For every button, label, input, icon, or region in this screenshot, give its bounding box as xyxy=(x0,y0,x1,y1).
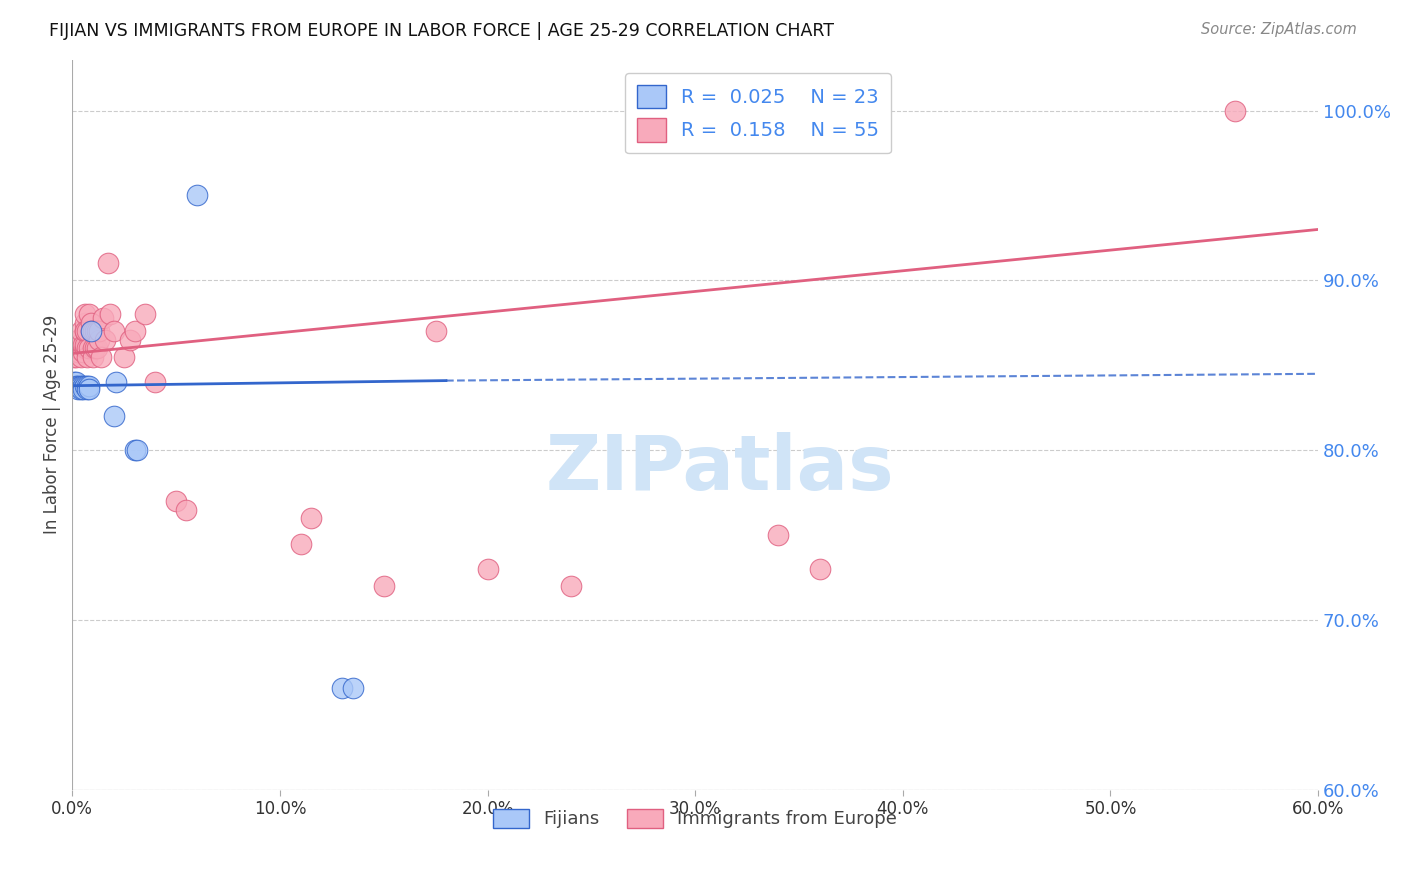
Point xyxy=(330,681,353,695)
Point xyxy=(77,382,100,396)
Point xyxy=(67,382,90,396)
Legend: Fijians, Immigrants from Europe: Fijians, Immigrants from Europe xyxy=(486,802,904,836)
Point xyxy=(89,324,111,338)
Text: FIJIAN VS IMMIGRANTS FROM EUROPE IN LABOR FORCE | AGE 25-29 CORRELATION CHART: FIJIAN VS IMMIGRANTS FROM EUROPE IN LABO… xyxy=(49,22,834,40)
Point xyxy=(72,378,94,392)
Point xyxy=(69,378,91,392)
Point xyxy=(77,307,100,321)
Point xyxy=(65,378,87,392)
Point xyxy=(76,342,98,356)
Point xyxy=(86,324,108,338)
Point xyxy=(124,443,146,458)
Point xyxy=(112,350,135,364)
Point xyxy=(76,350,98,364)
Point xyxy=(290,536,312,550)
Point xyxy=(69,350,91,364)
Point xyxy=(65,350,87,364)
Point xyxy=(299,511,322,525)
Point xyxy=(477,562,499,576)
Text: ZIPatlas: ZIPatlas xyxy=(546,432,894,506)
Point xyxy=(65,342,87,356)
Point xyxy=(94,333,117,347)
Point xyxy=(82,350,104,364)
Point xyxy=(84,342,107,356)
Point xyxy=(73,338,96,352)
Point xyxy=(808,562,831,576)
Point xyxy=(90,350,112,364)
Point xyxy=(82,324,104,338)
Point xyxy=(67,380,90,394)
Point xyxy=(67,378,90,392)
Point xyxy=(176,502,198,516)
Point xyxy=(63,350,86,364)
Point xyxy=(82,342,104,356)
Point xyxy=(103,324,125,338)
Text: Source: ZipAtlas.com: Source: ZipAtlas.com xyxy=(1201,22,1357,37)
Point xyxy=(80,324,103,338)
Point xyxy=(73,316,96,330)
Point xyxy=(125,443,148,458)
Point xyxy=(186,188,208,202)
Point xyxy=(98,307,121,321)
Point xyxy=(76,382,98,396)
Point xyxy=(89,333,111,347)
Point xyxy=(72,382,94,396)
Point xyxy=(165,494,187,508)
Point xyxy=(67,338,90,352)
Point xyxy=(373,579,395,593)
Point xyxy=(73,342,96,356)
Point xyxy=(73,324,96,338)
Point xyxy=(73,324,96,338)
Point xyxy=(77,342,100,356)
Point xyxy=(560,579,582,593)
Point xyxy=(143,376,166,390)
Point xyxy=(73,378,96,392)
Point xyxy=(65,376,87,390)
Point xyxy=(72,338,94,352)
Point xyxy=(80,324,103,338)
Point xyxy=(76,324,98,338)
Point xyxy=(425,324,447,338)
Point xyxy=(67,333,90,347)
Point xyxy=(77,378,100,392)
Point xyxy=(1223,103,1246,118)
Point xyxy=(342,681,364,695)
Point xyxy=(67,344,90,359)
Point xyxy=(120,333,142,347)
Point xyxy=(86,342,108,356)
Point xyxy=(103,409,125,424)
Point xyxy=(84,324,107,338)
Point xyxy=(69,324,91,338)
Y-axis label: In Labor Force | Age 25-29: In Labor Force | Age 25-29 xyxy=(44,315,60,534)
Point xyxy=(93,310,115,325)
Point xyxy=(768,528,790,542)
Point xyxy=(63,376,86,390)
Point xyxy=(80,316,103,330)
Point xyxy=(104,376,127,390)
Point xyxy=(67,342,90,356)
Point xyxy=(73,307,96,321)
Point xyxy=(96,256,118,270)
Point xyxy=(69,382,91,396)
Point xyxy=(76,378,98,392)
Point xyxy=(72,344,94,359)
Point xyxy=(124,324,146,338)
Point xyxy=(134,307,156,321)
